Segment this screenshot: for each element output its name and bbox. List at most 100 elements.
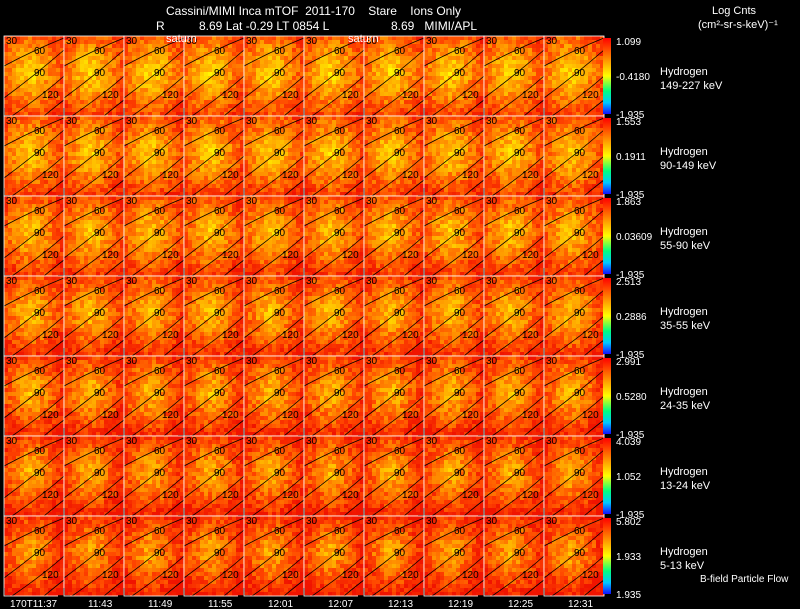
contour-label: 60 bbox=[514, 366, 526, 377]
pitch-angle-contours bbox=[183, 437, 245, 517]
ena-image-cell: 30 60 90 120 bbox=[118, 435, 185, 522]
contour-label: 120 bbox=[282, 410, 299, 421]
contour-label: 60 bbox=[394, 526, 406, 537]
time-tick-label: 11:43 bbox=[88, 599, 113, 609]
contour-label: 30 bbox=[126, 276, 138, 287]
contour-label: 90 bbox=[394, 308, 406, 319]
contour-label: 30 bbox=[6, 436, 18, 447]
contour-label: 120 bbox=[102, 410, 119, 421]
ena-image-cell: 30 60 90 120 bbox=[418, 355, 485, 442]
pitch-angle-contours bbox=[3, 517, 65, 597]
contour-label: 120 bbox=[162, 250, 179, 261]
contour-label: 90 bbox=[34, 548, 46, 559]
ena-image-cell: 30 60 90 120 bbox=[58, 275, 125, 362]
contour-label: 90 bbox=[94, 308, 106, 319]
species-label: Hydrogen bbox=[660, 66, 708, 79]
contour-label: 60 bbox=[334, 366, 346, 377]
pitch-angle-contours bbox=[63, 277, 125, 357]
contour-label: 90 bbox=[34, 228, 46, 239]
contour-label: 90 bbox=[34, 68, 46, 79]
contour-label: 60 bbox=[574, 526, 586, 537]
contour-label: 60 bbox=[334, 46, 346, 57]
contour-label: 90 bbox=[274, 388, 286, 399]
contour-label: 90 bbox=[274, 468, 286, 479]
contour-label: 120 bbox=[162, 90, 179, 101]
contour-label: 60 bbox=[514, 446, 526, 457]
contour-label: 30 bbox=[126, 196, 138, 207]
contour-label: 30 bbox=[366, 36, 378, 47]
energy-range-label: 55-90 keV bbox=[660, 240, 710, 253]
contour-label: 60 bbox=[334, 286, 346, 297]
contour-label: 120 bbox=[522, 410, 539, 421]
colorbar-mid-label: 0.2886 bbox=[616, 312, 647, 323]
ena-image-cell: 30 60 90 120 bbox=[58, 435, 125, 522]
contour-label: 90 bbox=[274, 308, 286, 319]
contour-label: 30 bbox=[366, 276, 378, 287]
contour-label: 30 bbox=[246, 276, 258, 287]
contour-label: 120 bbox=[42, 570, 59, 581]
contour-label: 120 bbox=[342, 490, 359, 501]
pitch-angle-contours bbox=[63, 437, 125, 517]
pitch-angle-contours bbox=[123, 117, 185, 197]
ena-image-cell: 30 60 90 120 bbox=[238, 275, 305, 362]
pitch-angle-contours bbox=[183, 197, 245, 277]
contour-label: 120 bbox=[402, 570, 419, 581]
ena-image-cell: 30 60 90 120 bbox=[478, 435, 545, 522]
contour-label: 90 bbox=[214, 228, 226, 239]
image-row: 30 60 90 120 30 60 90 120 30 60 90 120 30 60 90 120 30 60… bbox=[0, 275, 605, 362]
contour-label: 90 bbox=[334, 228, 346, 239]
contour-label: 90 bbox=[214, 68, 226, 79]
colorbar bbox=[603, 38, 611, 114]
contour-label: 60 bbox=[154, 286, 166, 297]
contour-label: 90 bbox=[214, 308, 226, 319]
pitch-angle-contours bbox=[243, 277, 305, 357]
colorbar-max-label: 2.991 bbox=[616, 357, 641, 368]
contour-label: 120 bbox=[162, 170, 179, 181]
ena-image-cell: 30 60 90 120 bbox=[538, 35, 605, 122]
contour-label: 30 bbox=[486, 516, 498, 527]
contour-label: 120 bbox=[42, 490, 59, 501]
ena-image-cell: 30 60 90 120 bbox=[538, 195, 605, 282]
time-tick-label: 170T11:37 bbox=[10, 599, 58, 609]
ena-image-cell: 30 60 90 120 bbox=[358, 115, 425, 202]
contour-label: 120 bbox=[342, 90, 359, 101]
species-label: Hydrogen bbox=[660, 226, 708, 239]
colorbar-min-label: -1.935 bbox=[616, 350, 645, 361]
contour-label: 90 bbox=[214, 148, 226, 159]
contour-label: 30 bbox=[366, 116, 378, 127]
contour-label: 30 bbox=[306, 356, 318, 367]
contour-label: 90 bbox=[34, 388, 46, 399]
contour-label: 90 bbox=[514, 68, 526, 79]
pitch-angle-contours bbox=[363, 197, 425, 277]
ena-image-cell: 30 60 90 120 bbox=[298, 275, 365, 362]
ena-image-cell: 30 60 90 120 bbox=[238, 115, 305, 202]
ena-image-cell: 30 60 90 120 bbox=[118, 355, 185, 442]
contour-label: 30 bbox=[66, 516, 78, 527]
pitch-angle-contours bbox=[423, 117, 485, 197]
contour-label: 60 bbox=[274, 126, 286, 137]
contour-label: 30 bbox=[246, 356, 258, 367]
contour-label: 120 bbox=[102, 170, 119, 181]
contour-label: 30 bbox=[66, 276, 78, 287]
ena-image-cell: 30 60 90 120 bbox=[238, 35, 305, 122]
contour-label: 120 bbox=[222, 410, 239, 421]
contour-label: 120 bbox=[522, 490, 539, 501]
contour-label: 30 bbox=[6, 276, 18, 287]
contour-label: 90 bbox=[94, 228, 106, 239]
contour-label: 60 bbox=[394, 46, 406, 57]
contour-label: 30 bbox=[126, 516, 138, 527]
contour-label: 30 bbox=[126, 36, 138, 47]
planet-label: saturn bbox=[166, 32, 197, 46]
contour-label: 90 bbox=[154, 68, 166, 79]
contour-label: 30 bbox=[186, 356, 198, 367]
colorbar bbox=[603, 118, 611, 194]
contour-label: 120 bbox=[462, 90, 479, 101]
contour-label: 30 bbox=[306, 516, 318, 527]
contour-label: 60 bbox=[274, 206, 286, 217]
contour-label: 60 bbox=[394, 206, 406, 217]
contour-label: 30 bbox=[546, 276, 558, 287]
contour-label: 120 bbox=[102, 90, 119, 101]
contour-label: 30 bbox=[486, 436, 498, 447]
pitch-angle-contours bbox=[543, 357, 605, 437]
contour-label: 60 bbox=[94, 46, 106, 57]
